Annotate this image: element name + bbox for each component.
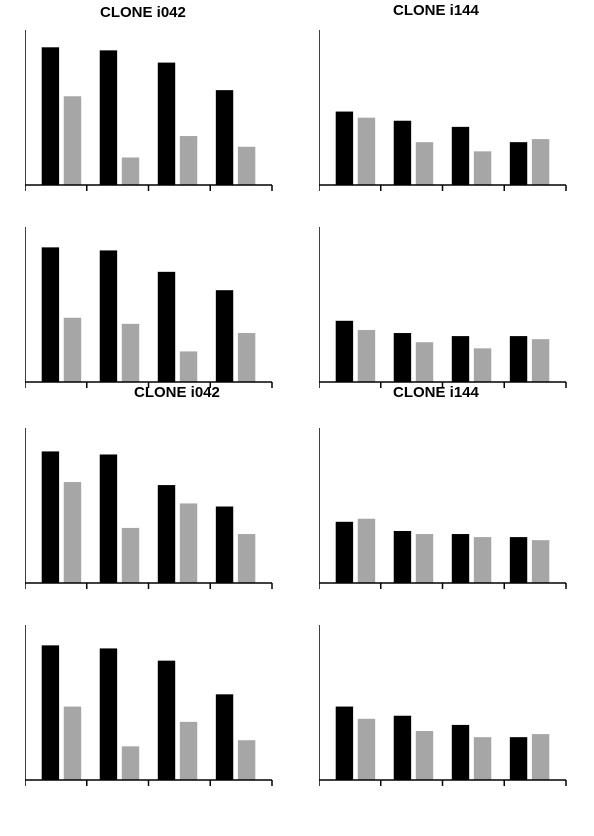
- bar-r1c2-g2-s0: [452, 127, 469, 185]
- bar-r3c1-g1-s1: [122, 528, 139, 583]
- bar-r2c2-g3-s0: [510, 336, 527, 382]
- bar-r4c2-g1-s1: [416, 731, 433, 780]
- axes-r2c2: [319, 227, 566, 382]
- bar-r4c1-g1-s0: [100, 648, 117, 780]
- bar-chart-r2c2: [319, 227, 576, 394]
- bar-r2c1-g0-s1: [64, 318, 81, 382]
- bar-r3c2-g3-s1: [532, 540, 549, 583]
- bar-r1c1-g3-s1: [238, 147, 255, 185]
- bar-r1c1-g3-s0: [216, 90, 233, 185]
- bar-r1c1-g2-s0: [158, 63, 175, 185]
- bar-r1c2-g3-s0: [510, 142, 527, 185]
- bar-r2c1-g0-s0: [42, 247, 59, 382]
- bar-chart-r1c1: [25, 30, 282, 197]
- bar-r3c2-g2-s1: [474, 537, 491, 583]
- bar-r3c1-g3-s0: [216, 507, 233, 584]
- bar-r2c1-g3-s0: [216, 290, 233, 382]
- bar-r2c2-g3-s1: [532, 339, 549, 382]
- bar-r2c1-g1-s1: [122, 324, 139, 382]
- bar-r1c2-g2-s1: [474, 151, 491, 185]
- bar-r1c2-g1-s1: [416, 142, 433, 185]
- bar-r2c2-g2-s0: [452, 336, 469, 382]
- bar-r2c2-g1-s1: [416, 342, 433, 382]
- bar-r2c2-g2-s1: [474, 348, 491, 382]
- bar-r1c2-g0-s1: [358, 118, 375, 185]
- axes-r4c1: [25, 625, 272, 780]
- bar-r2c1-g3-s1: [238, 333, 255, 382]
- bar-r1c1-g0-s1: [64, 96, 81, 185]
- bar-r4c2-g3-s1: [532, 734, 549, 780]
- bar-r4c2-g0-s1: [358, 719, 375, 780]
- axes-r3c1: [25, 428, 272, 583]
- axes-r3c2: [319, 428, 566, 583]
- bar-r4c2-g0-s0: [336, 707, 353, 780]
- bar-r1c2-g1-s0: [394, 121, 411, 185]
- bar-r3c2-g2-s0: [452, 534, 469, 583]
- bar-r3c2-g1-s1: [416, 534, 433, 583]
- bar-r1c1-g1-s0: [100, 50, 117, 185]
- bar-r1c1-g1-s1: [122, 157, 139, 185]
- bar-r3c1-g2-s0: [158, 485, 175, 583]
- bar-r3c2-g0-s0: [336, 522, 353, 583]
- bar-r3c1-g0-s0: [42, 451, 59, 583]
- bar-r2c2-g0-s0: [336, 321, 353, 382]
- bar-chart-r2c1: [25, 227, 282, 394]
- axes-r4c2: [319, 625, 566, 780]
- axes-r1c2: [319, 30, 566, 185]
- page: CLONE i042CLONE i144CLONE i042CLONE i144: [0, 0, 594, 836]
- bar-r2c1-g1-s0: [100, 250, 117, 382]
- bar-r4c2-g2-s1: [474, 737, 491, 780]
- bar-r1c1-g0-s0: [42, 47, 59, 185]
- bar-r2c1-g2-s1: [180, 351, 197, 382]
- bar-r3c1-g0-s1: [64, 482, 81, 583]
- bar-r4c1-g3-s1: [238, 740, 255, 780]
- bar-r3c2-g0-s1: [358, 519, 375, 583]
- bar-r4c1-g0-s0: [42, 645, 59, 780]
- bar-r3c2-g3-s0: [510, 537, 527, 583]
- bar-r3c1-g1-s0: [100, 454, 117, 583]
- bar-chart-r3c2: [319, 428, 576, 595]
- bar-r1c1-g2-s1: [180, 136, 197, 185]
- chart-title-1: CLONE i144: [393, 2, 479, 19]
- bar-chart-r4c2: [319, 625, 576, 792]
- bar-r4c2-g2-s0: [452, 725, 469, 780]
- bar-r3c2-g1-s0: [394, 531, 411, 583]
- bar-r4c1-g0-s1: [64, 707, 81, 780]
- bar-r4c1-g2-s1: [180, 722, 197, 780]
- bar-r4c1-g3-s0: [216, 694, 233, 780]
- axes-r1c1: [25, 30, 272, 185]
- axes-r2c1: [25, 227, 272, 382]
- bar-r2c2-g1-s0: [394, 333, 411, 382]
- bar-r3c1-g2-s1: [180, 503, 197, 583]
- bar-chart-r1c2: [319, 30, 576, 197]
- bar-r4c2-g3-s0: [510, 737, 527, 780]
- bar-r4c2-g1-s0: [394, 716, 411, 780]
- bar-r4c1-g1-s1: [122, 746, 139, 780]
- bar-chart-r3c1: [25, 428, 282, 595]
- bar-r2c1-g2-s0: [158, 272, 175, 382]
- bar-r4c1-g2-s0: [158, 661, 175, 780]
- chart-title-0: CLONE i042: [100, 4, 186, 21]
- bar-r1c2-g3-s1: [532, 139, 549, 185]
- bar-r1c2-g0-s0: [336, 112, 353, 185]
- bar-r2c2-g0-s1: [358, 330, 375, 382]
- bar-r3c1-g3-s1: [238, 534, 255, 583]
- bar-chart-r4c1: [25, 625, 282, 792]
